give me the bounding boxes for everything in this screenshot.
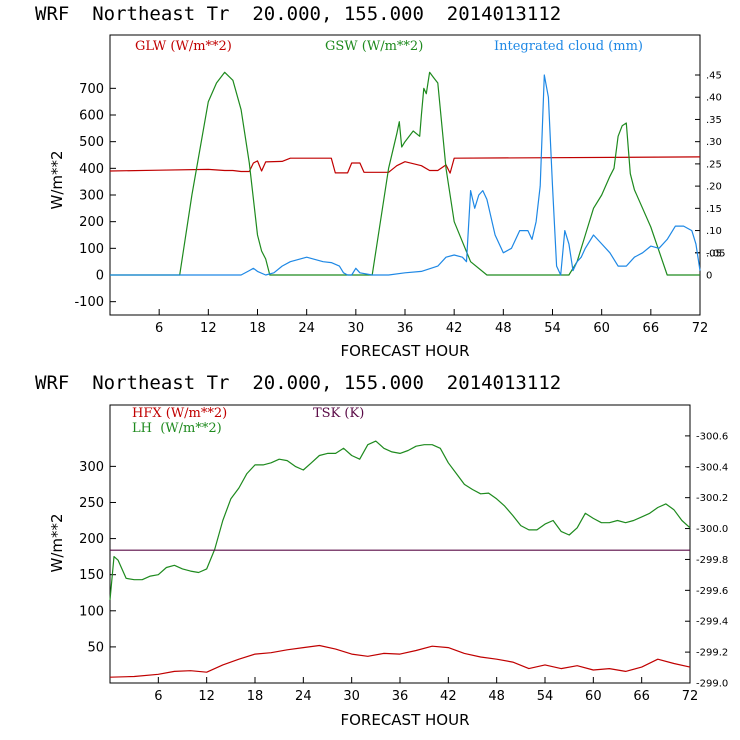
series-line-integrated-cloud (110, 74, 701, 276)
x-tick-label: 42 (440, 689, 457, 704)
legend-tsk: TSK (K) (313, 406, 364, 421)
upper-y-axis-label: W/m**2 (48, 150, 66, 209)
y2-tick-label: .05 (706, 248, 722, 259)
upper-y-ticks: -100 0 100 200 300 400 500 600 700 (74, 82, 116, 310)
x-tick-label: 48 (495, 321, 512, 336)
lower-chart-legend: HFX (W/m**2) LH (W/m**2) TSK (K) (132, 406, 364, 436)
y-tick-label: 0 (96, 269, 104, 284)
y-tick-label: 700 (79, 82, 104, 97)
y-tick-label: 100 (79, 242, 104, 257)
y2-tick-label: .30 (706, 137, 722, 148)
x-tick-label: 30 (348, 321, 365, 336)
upper-chart-legend: GLW (W/m**2) GSW (W/m**2) Integrated clo… (135, 39, 643, 54)
x-tick-label: 72 (682, 689, 699, 704)
series-line-lh (109, 440, 691, 601)
y-tick-label: 300 (79, 189, 104, 204)
y-tick-label: 250 (79, 496, 104, 511)
x-tick-label: 18 (247, 689, 264, 704)
legend-lh: LH (W/m**2) (132, 421, 222, 436)
y2-tick-label: 0 (706, 271, 712, 282)
y-tick-label: 150 (79, 568, 104, 583)
y2-tick-label: .15 (706, 204, 722, 215)
x-tick-label: 36 (392, 689, 409, 704)
y2-tick-label: .35 (706, 115, 722, 126)
y-tick-label: 50 (87, 640, 104, 655)
legend-hfx: HFX (W/m**2) (132, 406, 227, 421)
upper-x-ticks: 6 12 18 24 30 36 42 48 54 60 66 72 (155, 309, 708, 336)
y-tick-label: -100 (74, 295, 104, 310)
x-tick-label: 66 (643, 321, 660, 336)
y2-tick-label: -299.8 (696, 555, 728, 566)
x-tick-label: 12 (200, 321, 217, 336)
x-tick-label: 6 (154, 689, 162, 704)
y-tick-label: 500 (79, 135, 104, 150)
y2-tick-label: -299.6 (696, 586, 728, 597)
y2-tick-label: -300.0 (696, 524, 728, 535)
lower-series-lines (109, 440, 691, 678)
x-tick-label: 6 (155, 321, 163, 336)
x-tick-label: 30 (343, 689, 360, 704)
x-tick-label: 60 (585, 689, 602, 704)
upper-y2-ticks: -.05 0 .05 .10 .15 .20 .25 .30 .35 .40 .45 (695, 71, 726, 282)
x-tick-label: 12 (198, 689, 215, 704)
y-tick-label: 100 (79, 604, 104, 619)
y2-tick-label: -300.6 (696, 431, 728, 442)
x-tick-label: 18 (249, 321, 266, 336)
x-tick-label: 24 (295, 689, 312, 704)
y-tick-label: 400 (79, 162, 104, 177)
y2-tick-label: -299.2 (696, 648, 728, 659)
legend-integrated-cloud: Integrated cloud (mm) (494, 39, 643, 54)
upper-chart-title: WRF Northeast Tr 20.000, 155.000 2014013… (35, 3, 561, 25)
x-tick-label: 72 (692, 321, 709, 336)
x-tick-label: 42 (446, 321, 463, 336)
y2-tick-label: .10 (706, 226, 722, 237)
y-tick-label: 200 (79, 532, 104, 547)
lower-chart-panel: WRF Northeast Tr 20.000, 155.000 2014013… (35, 372, 728, 729)
lower-y-ticks: 50 100 150 200 250 300 (79, 460, 116, 655)
y2-tick-label: .40 (706, 93, 722, 104)
series-line-hfx (109, 644, 691, 678)
lower-x-ticks: 6 12 18 24 30 36 42 48 54 60 66 72 (154, 677, 698, 704)
lower-plot-frame (109, 404, 691, 684)
y2-tick-label: .20 (706, 182, 722, 193)
lower-x-axis-label: FORECAST HOUR (340, 711, 469, 729)
y-tick-label: 600 (79, 109, 104, 124)
x-tick-label: 66 (633, 689, 650, 704)
upper-chart-panel: WRF Northeast Tr 20.000, 155.000 2014013… (35, 3, 726, 360)
y2-tick-label: -300.4 (696, 462, 728, 473)
series-line-glw (109, 156, 701, 174)
y-tick-label: 200 (79, 215, 104, 230)
y2-tick-label: .25 (706, 159, 722, 170)
x-tick-label: 60 (593, 321, 610, 336)
series-line-gsw (110, 71, 700, 276)
lower-y-axis-label: W/m**2 (48, 513, 66, 572)
y2-tick-label: -299.4 (696, 617, 728, 628)
x-tick-label: 36 (397, 321, 414, 336)
y2-tick-label: -.05 (706, 248, 726, 259)
y2-tick-label: -300.2 (696, 493, 728, 504)
y-tick-label: 300 (79, 460, 104, 475)
x-tick-label: 24 (298, 321, 315, 336)
upper-series-lines (109, 71, 701, 276)
lower-chart-title: WRF Northeast Tr 20.000, 155.000 2014013… (35, 372, 561, 394)
legend-gsw: GSW (W/m**2) (325, 39, 423, 54)
x-tick-label: 54 (544, 321, 561, 336)
y2-tick-label: .45 (706, 71, 722, 82)
x-tick-label: 54 (537, 689, 554, 704)
lower-y2-ticks: -299.0 -299.2 -299.4 -299.6 -299.8 -300.0 -300… (685, 431, 728, 690)
x-tick-label: 48 (488, 689, 505, 704)
y2-tick-label: -299.0 (696, 679, 728, 690)
upper-x-axis-label: FORECAST HOUR (340, 342, 469, 360)
legend-glw: GLW (W/m**2) (135, 39, 232, 54)
